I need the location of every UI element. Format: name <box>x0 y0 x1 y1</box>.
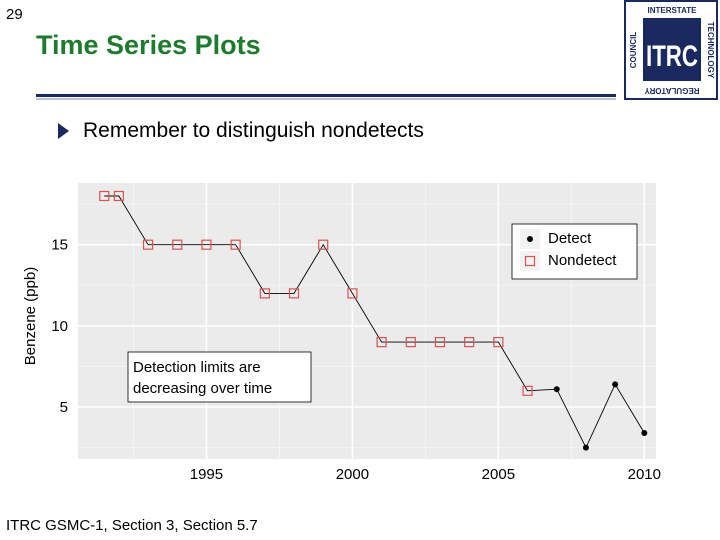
legend-nondetect-symbol <box>524 255 536 267</box>
slide-title: Time Series Plots <box>36 30 261 60</box>
logo-top-text: INTERSTATE <box>647 6 697 15</box>
logo-right-text: TECHNOLOGY <box>706 22 715 79</box>
footer-text: ITRC GSMC-1, Section 3, Section 5.7 <box>6 517 258 534</box>
nondetect-point <box>142 239 154 250</box>
title-rule-light <box>36 98 616 100</box>
nondetect-point <box>113 190 124 202</box>
detect-point <box>582 444 589 451</box>
series-points <box>99 190 648 451</box>
logo-left-text: COUNCIL <box>629 32 638 69</box>
nondetect-point <box>405 337 416 348</box>
x-tick-label: 1995 <box>190 466 223 483</box>
nondetect-point <box>464 337 475 348</box>
annotation-text: decreasing over time <box>133 380 272 397</box>
nondetect-point <box>347 288 358 299</box>
annotation-text: Detection limits are <box>133 359 261 376</box>
x-tick-label: 2005 <box>482 466 515 483</box>
title-rule <box>36 94 616 97</box>
bullet-point: Remember to distinguish nondetects <box>58 119 424 143</box>
legend-key-bg <box>520 251 540 271</box>
nondetect-point <box>230 239 241 250</box>
legend-label: Detect <box>548 230 592 247</box>
bullet-text: Remember to distinguish nondetects <box>83 119 424 142</box>
nondetect-point <box>259 288 270 299</box>
annotation: Detection limits are decreasing over time <box>127 351 312 403</box>
logo-bottom-text: REGULATORY <box>644 86 700 95</box>
y-axis-label: Benzene (ppb) <box>22 267 39 365</box>
nondetect-point <box>434 337 446 348</box>
legend-label: Nondetect <box>548 252 617 269</box>
y-tick-label: 5 <box>60 399 68 416</box>
itrc-logo: ITRC INTERSTATE REGULATORY COUNCIL TECHN… <box>624 0 718 100</box>
tick-labels: 1995 2000 2005 2010 5 10 15 <box>51 237 661 483</box>
nondetect-point <box>201 239 212 250</box>
detect-point <box>641 430 648 437</box>
nondetect-point <box>493 337 504 348</box>
nondetect-point <box>172 239 183 250</box>
nondetect-point <box>522 385 533 396</box>
slide-number: 29 <box>6 6 23 23</box>
detect-point <box>553 386 560 393</box>
nondetect-point <box>99 190 110 202</box>
bullet-arrow-icon <box>58 123 69 139</box>
nondetect-point <box>376 337 387 348</box>
y-tick-label: 10 <box>51 318 68 335</box>
x-tick-label: 2010 <box>628 466 661 483</box>
nondetect-point <box>288 288 300 299</box>
logo-main-text: ITRC <box>646 40 698 73</box>
legend: Detect Nondetect <box>511 223 638 280</box>
legend-detect-symbol <box>527 236 533 242</box>
annotation-box <box>127 351 312 403</box>
x-tick-label: 2000 <box>336 466 369 483</box>
detect-point <box>612 381 619 388</box>
nondetect-point <box>318 239 329 250</box>
y-tick-label: 15 <box>51 237 68 254</box>
